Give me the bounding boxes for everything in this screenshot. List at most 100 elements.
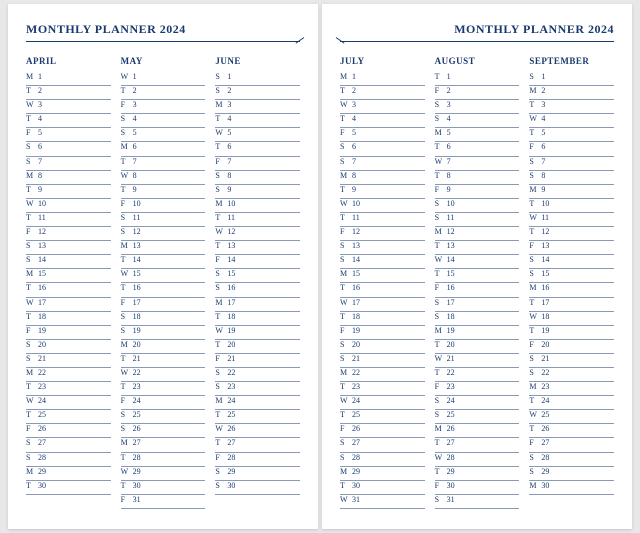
day-number: 17 xyxy=(352,298,366,307)
day-row: T20 xyxy=(435,340,520,354)
day-of-week: S xyxy=(435,298,447,307)
day-number: 9 xyxy=(38,185,52,194)
day-row: S20 xyxy=(340,340,425,354)
day-number: 13 xyxy=(38,241,52,250)
day-row: S2 xyxy=(215,86,300,100)
day-row: F19 xyxy=(340,326,425,340)
day-of-week: T xyxy=(26,283,38,292)
day-row: S27 xyxy=(26,438,111,452)
day-of-week: F xyxy=(435,481,447,490)
day-number: 5 xyxy=(447,128,461,137)
day-number: 2 xyxy=(38,86,52,95)
day-of-week: W xyxy=(340,396,352,405)
day-of-week: S xyxy=(435,495,447,504)
day-row: T14 xyxy=(121,255,206,269)
day-row: T17 xyxy=(529,298,614,312)
day-number: 11 xyxy=(38,213,52,222)
day-of-week: F xyxy=(340,424,352,433)
day-of-week: M xyxy=(340,269,352,278)
day-row: M27 xyxy=(121,438,206,452)
day-row: S1 xyxy=(529,72,614,86)
day-number: 16 xyxy=(541,283,555,292)
day-row: T9 xyxy=(26,185,111,199)
day-number: 7 xyxy=(133,157,147,166)
day-row: F17 xyxy=(121,298,206,312)
day-row: T11 xyxy=(340,213,425,227)
day-row: T21 xyxy=(121,354,206,368)
day-number: 28 xyxy=(541,453,555,462)
day-number: 5 xyxy=(227,128,241,137)
title-rule xyxy=(26,41,300,42)
day-number: 27 xyxy=(541,438,555,447)
day-of-week: S xyxy=(121,227,133,236)
day-number: 21 xyxy=(133,354,147,363)
day-of-week: S xyxy=(215,72,227,81)
day-number: 11 xyxy=(227,213,241,222)
day-number: 18 xyxy=(352,312,366,321)
day-of-week: F xyxy=(529,340,541,349)
day-number: 4 xyxy=(352,114,366,123)
day-row: M29 xyxy=(26,467,111,481)
day-row: F9 xyxy=(435,185,520,199)
day-of-week: S xyxy=(215,368,227,377)
day-row: S4 xyxy=(121,114,206,128)
day-of-week: F xyxy=(435,86,447,95)
day-row: S15 xyxy=(215,269,300,283)
day-row: T3 xyxy=(529,100,614,114)
day-of-week: M xyxy=(215,100,227,109)
day-row: M29 xyxy=(340,467,425,481)
day-of-week: M xyxy=(529,283,541,292)
day-of-week: M xyxy=(26,72,38,81)
day-number: 23 xyxy=(227,382,241,391)
day-number: 6 xyxy=(447,142,461,151)
day-row: F2 xyxy=(435,86,520,100)
day-of-week: F xyxy=(121,495,133,504)
day-of-week: W xyxy=(340,100,352,109)
day-of-week: S xyxy=(340,438,352,447)
day-number: 18 xyxy=(227,312,241,321)
day-number: 12 xyxy=(133,227,147,236)
day-of-week: M xyxy=(435,128,447,137)
day-of-week: S xyxy=(435,213,447,222)
month-column: MAYW1T2F3S4S5M6T7W8T9F10S11S12M13T14W15T… xyxy=(121,56,206,509)
day-of-week: M xyxy=(340,368,352,377)
day-row: M24 xyxy=(215,396,300,410)
day-of-week: T xyxy=(121,86,133,95)
day-number: 1 xyxy=(227,72,241,81)
day-row: F12 xyxy=(340,227,425,241)
day-of-week: T xyxy=(529,424,541,433)
day-of-week: T xyxy=(215,312,227,321)
day-row: S31 xyxy=(435,495,520,509)
day-row: M17 xyxy=(215,298,300,312)
day-number: 12 xyxy=(227,227,241,236)
day-row: M26 xyxy=(435,424,520,438)
day-number: 28 xyxy=(38,453,52,462)
day-of-week: S xyxy=(215,467,227,476)
day-row: T11 xyxy=(215,213,300,227)
day-row: S14 xyxy=(529,255,614,269)
day-number: 7 xyxy=(352,157,366,166)
day-row: W17 xyxy=(340,298,425,312)
day-of-week: M xyxy=(215,396,227,405)
day-of-week: S xyxy=(340,157,352,166)
day-row: T4 xyxy=(215,114,300,128)
day-row: T6 xyxy=(215,142,300,156)
day-number: 5 xyxy=(541,128,555,137)
day-row: S21 xyxy=(529,354,614,368)
day-of-week: M xyxy=(215,199,227,208)
day-number: 9 xyxy=(541,185,555,194)
day-of-week: T xyxy=(215,114,227,123)
day-row: S24 xyxy=(435,396,520,410)
day-of-week: T xyxy=(26,410,38,419)
day-number: 3 xyxy=(227,100,241,109)
day-of-week: S xyxy=(215,185,227,194)
day-of-week: W xyxy=(340,199,352,208)
day-row: W19 xyxy=(215,326,300,340)
day-number: 9 xyxy=(447,185,461,194)
month-column: APRILM1T2W3T4F5S6S7M8T9W10T11F12S13S14M1… xyxy=(26,56,111,509)
day-of-week: S xyxy=(435,100,447,109)
day-row: F7 xyxy=(215,157,300,171)
day-row: S7 xyxy=(26,157,111,171)
day-number: 28 xyxy=(447,453,461,462)
month-column: JUNES1S2M3T4W5T6F7S8S9M10T11W12T13F14S15… xyxy=(215,56,300,509)
